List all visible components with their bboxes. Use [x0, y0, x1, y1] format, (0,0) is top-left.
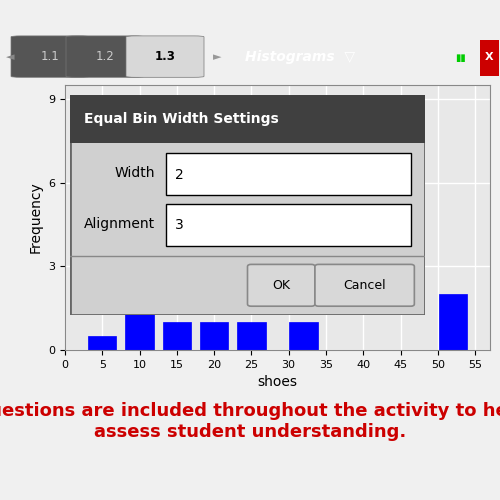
Text: Questions are included throughout the activity to help
assess student understand: Questions are included throughout the ac… — [0, 402, 500, 441]
Text: 1.1: 1.1 — [40, 50, 60, 63]
Y-axis label: Frequency: Frequency — [28, 182, 42, 254]
Text: ▮▮: ▮▮ — [454, 52, 466, 62]
Text: 1.3: 1.3 — [154, 50, 176, 63]
Bar — [200, 322, 228, 350]
FancyBboxPatch shape — [11, 36, 89, 78]
FancyBboxPatch shape — [315, 264, 414, 306]
Text: ►: ► — [213, 52, 222, 62]
Text: 1.2: 1.2 — [96, 50, 114, 63]
FancyBboxPatch shape — [66, 36, 144, 78]
Text: OK: OK — [272, 279, 290, 292]
Text: Width: Width — [114, 166, 155, 180]
X-axis label: shoes: shoes — [258, 376, 298, 390]
FancyBboxPatch shape — [248, 264, 315, 306]
Text: 2: 2 — [174, 168, 184, 181]
Bar — [438, 294, 467, 350]
Bar — [166, 154, 411, 195]
Text: 3: 3 — [174, 218, 184, 232]
FancyBboxPatch shape — [480, 40, 499, 76]
Bar — [88, 336, 117, 350]
Text: Equal Bin Width Settings: Equal Bin Width Settings — [84, 112, 279, 126]
Bar — [237, 322, 266, 350]
Text: X: X — [485, 52, 494, 62]
FancyBboxPatch shape — [126, 36, 204, 78]
Bar — [126, 99, 154, 350]
Text: Alignment: Alignment — [84, 216, 155, 230]
Text: ◄: ◄ — [6, 52, 14, 62]
Bar — [70, 95, 425, 144]
Bar — [162, 322, 191, 350]
Bar — [290, 322, 318, 350]
Text: Histograms  ▽: Histograms ▽ — [245, 50, 355, 64]
Text: Cancel: Cancel — [344, 279, 386, 292]
Bar — [166, 204, 411, 246]
